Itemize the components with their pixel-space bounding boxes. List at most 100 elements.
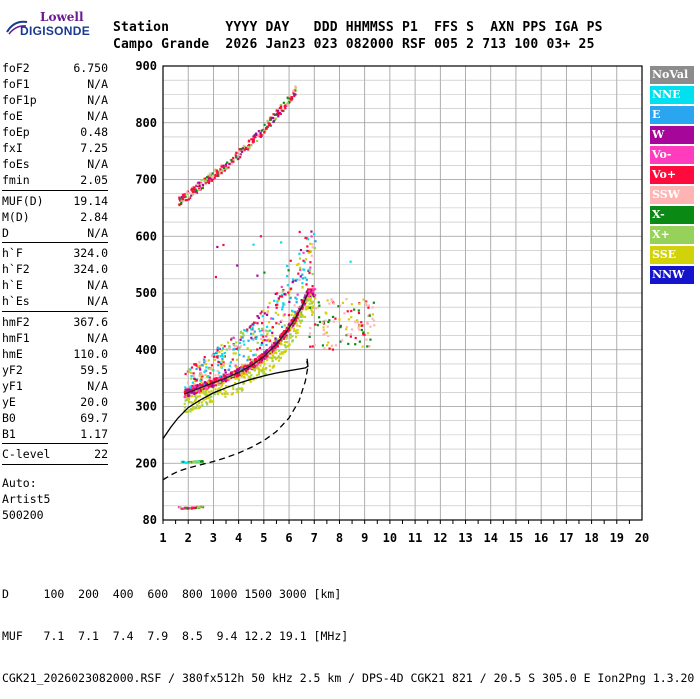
- echo-point: [304, 294, 307, 297]
- param-value: N/A: [87, 93, 108, 107]
- echo-point: [274, 347, 277, 350]
- echo-point: [240, 367, 243, 370]
- param-name: foF1p: [2, 93, 37, 107]
- echo-point: [229, 362, 232, 365]
- echo-point: [225, 378, 228, 382]
- echo-point: [298, 252, 301, 255]
- echo-point: [194, 380, 197, 383]
- echo-point: [192, 190, 195, 194]
- echo-point: [262, 310, 265, 313]
- echo-point: [259, 132, 262, 135]
- echo-point: [190, 374, 193, 378]
- file-info-row: CGK21_2026023082000.RSF / 380fx512h 50 k…: [2, 671, 695, 685]
- echo-point: [213, 382, 216, 385]
- echo-point: [280, 241, 283, 244]
- x-tick-label: 7: [311, 531, 318, 545]
- echo-point: [188, 370, 191, 374]
- echo-point: [224, 390, 227, 393]
- echo-point: [354, 343, 357, 346]
- echo-point: [284, 341, 287, 344]
- echo-point: [257, 370, 261, 373]
- param-name: foF1: [2, 77, 30, 91]
- param-row: h`F 324.0: [2, 245, 108, 261]
- x-tick-label: 6: [285, 531, 292, 545]
- echo-point: [259, 364, 262, 367]
- echo-point: [368, 313, 371, 316]
- echo-point: [271, 116, 274, 120]
- echo-point: [244, 365, 247, 368]
- echo-point: [194, 506, 198, 510]
- echo-point: [279, 338, 282, 342]
- param-row: h`Es N/A: [2, 293, 108, 309]
- echo-point: [183, 406, 187, 409]
- echo-point: [280, 285, 283, 288]
- echo-point: [306, 288, 310, 291]
- echo-point: [273, 348, 276, 351]
- echo-point: [308, 271, 311, 275]
- echo-point: [303, 261, 306, 264]
- echo-point: [204, 393, 208, 396]
- echo-point: [262, 359, 265, 363]
- param-value: N/A: [87, 157, 108, 171]
- echo-point: [235, 341, 238, 344]
- y-tick-label: 200: [135, 456, 157, 470]
- echo-point: [221, 357, 224, 361]
- echo-point: [191, 401, 194, 404]
- echo-point: [199, 390, 202, 393]
- echo-point: [184, 399, 187, 402]
- echo-point: [246, 365, 250, 368]
- echo-point: [240, 150, 244, 153]
- echo-point: [316, 324, 319, 327]
- echo-point: [208, 390, 211, 393]
- echo-point: [192, 506, 195, 510]
- echo-point: [281, 334, 284, 337]
- echo-point: [275, 292, 279, 295]
- echo-point: [207, 174, 210, 177]
- echo-point: [289, 297, 292, 300]
- echo-point: [265, 335, 268, 338]
- echo-point: [368, 314, 371, 317]
- echo-point: [360, 328, 363, 332]
- echo-point: [286, 284, 289, 287]
- echo-point: [366, 332, 370, 335]
- x-tick-label: 11: [408, 531, 422, 545]
- echo-point: [311, 272, 314, 276]
- echo-point: [213, 379, 217, 382]
- echo-point: [300, 319, 303, 322]
- echo-point: [255, 132, 258, 135]
- echo-point: [246, 359, 249, 362]
- echo-point: [313, 343, 316, 347]
- echo-point: [187, 388, 190, 391]
- echo-point: [249, 358, 252, 361]
- echo-point: [221, 170, 224, 173]
- echo-point: [180, 196, 183, 199]
- echo-point: [283, 313, 286, 316]
- echo-point: [204, 389, 207, 392]
- echo-point: [191, 460, 194, 463]
- x-tick-label: 9: [361, 531, 368, 545]
- echo-point: [208, 384, 211, 387]
- echo-point: [211, 175, 214, 178]
- echo-point: [180, 201, 183, 204]
- echo-point: [235, 344, 238, 348]
- echo-point: [249, 349, 252, 352]
- echo-point: [235, 347, 238, 351]
- echo-point: [293, 94, 296, 98]
- echo-point: [301, 315, 304, 318]
- echo-point: [366, 321, 369, 324]
- echo-point: [227, 378, 230, 382]
- echo-point: [260, 343, 263, 347]
- echo-point: [252, 338, 255, 341]
- echo-point: [208, 379, 211, 382]
- echo-point: [218, 350, 221, 354]
- echo-point: [365, 300, 368, 303]
- echo-point: [194, 396, 198, 399]
- echo-point: [300, 299, 303, 302]
- echo-point: [314, 240, 317, 243]
- echo-point: [241, 147, 244, 150]
- echo-point: [291, 339, 294, 342]
- echo-point: [310, 254, 313, 257]
- echo-point: [247, 375, 250, 378]
- param-name: hmF2: [2, 314, 30, 329]
- echo-point: [224, 164, 227, 167]
